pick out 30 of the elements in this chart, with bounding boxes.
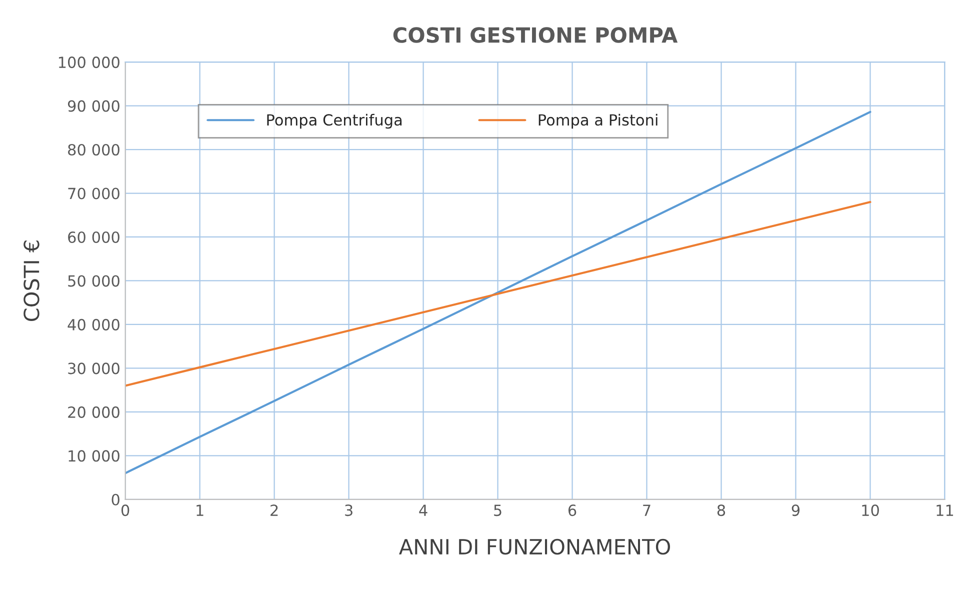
y-tick-label: 60 000 (68, 231, 120, 244)
y-tick-label: 40 000 (68, 318, 120, 330)
legend-label: Pompa a Pistoni (538, 114, 658, 129)
line-series (125, 110, 872, 474)
x-tick-label: 3 (345, 504, 352, 516)
y-tick-label: 80 000 (68, 144, 120, 156)
x-tick-label: 2 (270, 504, 278, 516)
x-tick-label: 1 (196, 504, 204, 516)
y-tick-label: 50 000 (68, 275, 120, 287)
x-tick-label: 10 (862, 504, 879, 516)
x-axis-title: ANNI DI FUNZIONAMENTO (399, 538, 670, 555)
legend-label: Pompa Centrifuga (267, 114, 402, 129)
x-tick-label: 4 (419, 504, 428, 516)
x-tick-label: 8 (717, 504, 726, 516)
x-tick-label: 6 (568, 504, 576, 516)
y-tick-label: 90 000 (68, 100, 120, 112)
x-tick-label: 7 (643, 504, 650, 516)
x-tick-label: 9 (792, 504, 800, 516)
y-tick-label: 100 000 (58, 56, 120, 68)
y-tick-label: 30 000 (68, 362, 120, 374)
x-tick-label: 11 (936, 504, 954, 516)
y-tick-label: 70 000 (68, 188, 120, 200)
x-tick-label: 5 (494, 504, 502, 516)
chart-title: COSTI GESTIONE POMPA (393, 27, 678, 43)
y-tick-label: 20 000 (68, 406, 120, 418)
y-tick-label: 10 000 (68, 450, 120, 462)
y-tick-label: 0 (112, 494, 120, 506)
y-axis-title: COSTI € (24, 240, 40, 322)
x-tick-label: 0 (121, 504, 130, 516)
line-series (125, 200, 872, 387)
